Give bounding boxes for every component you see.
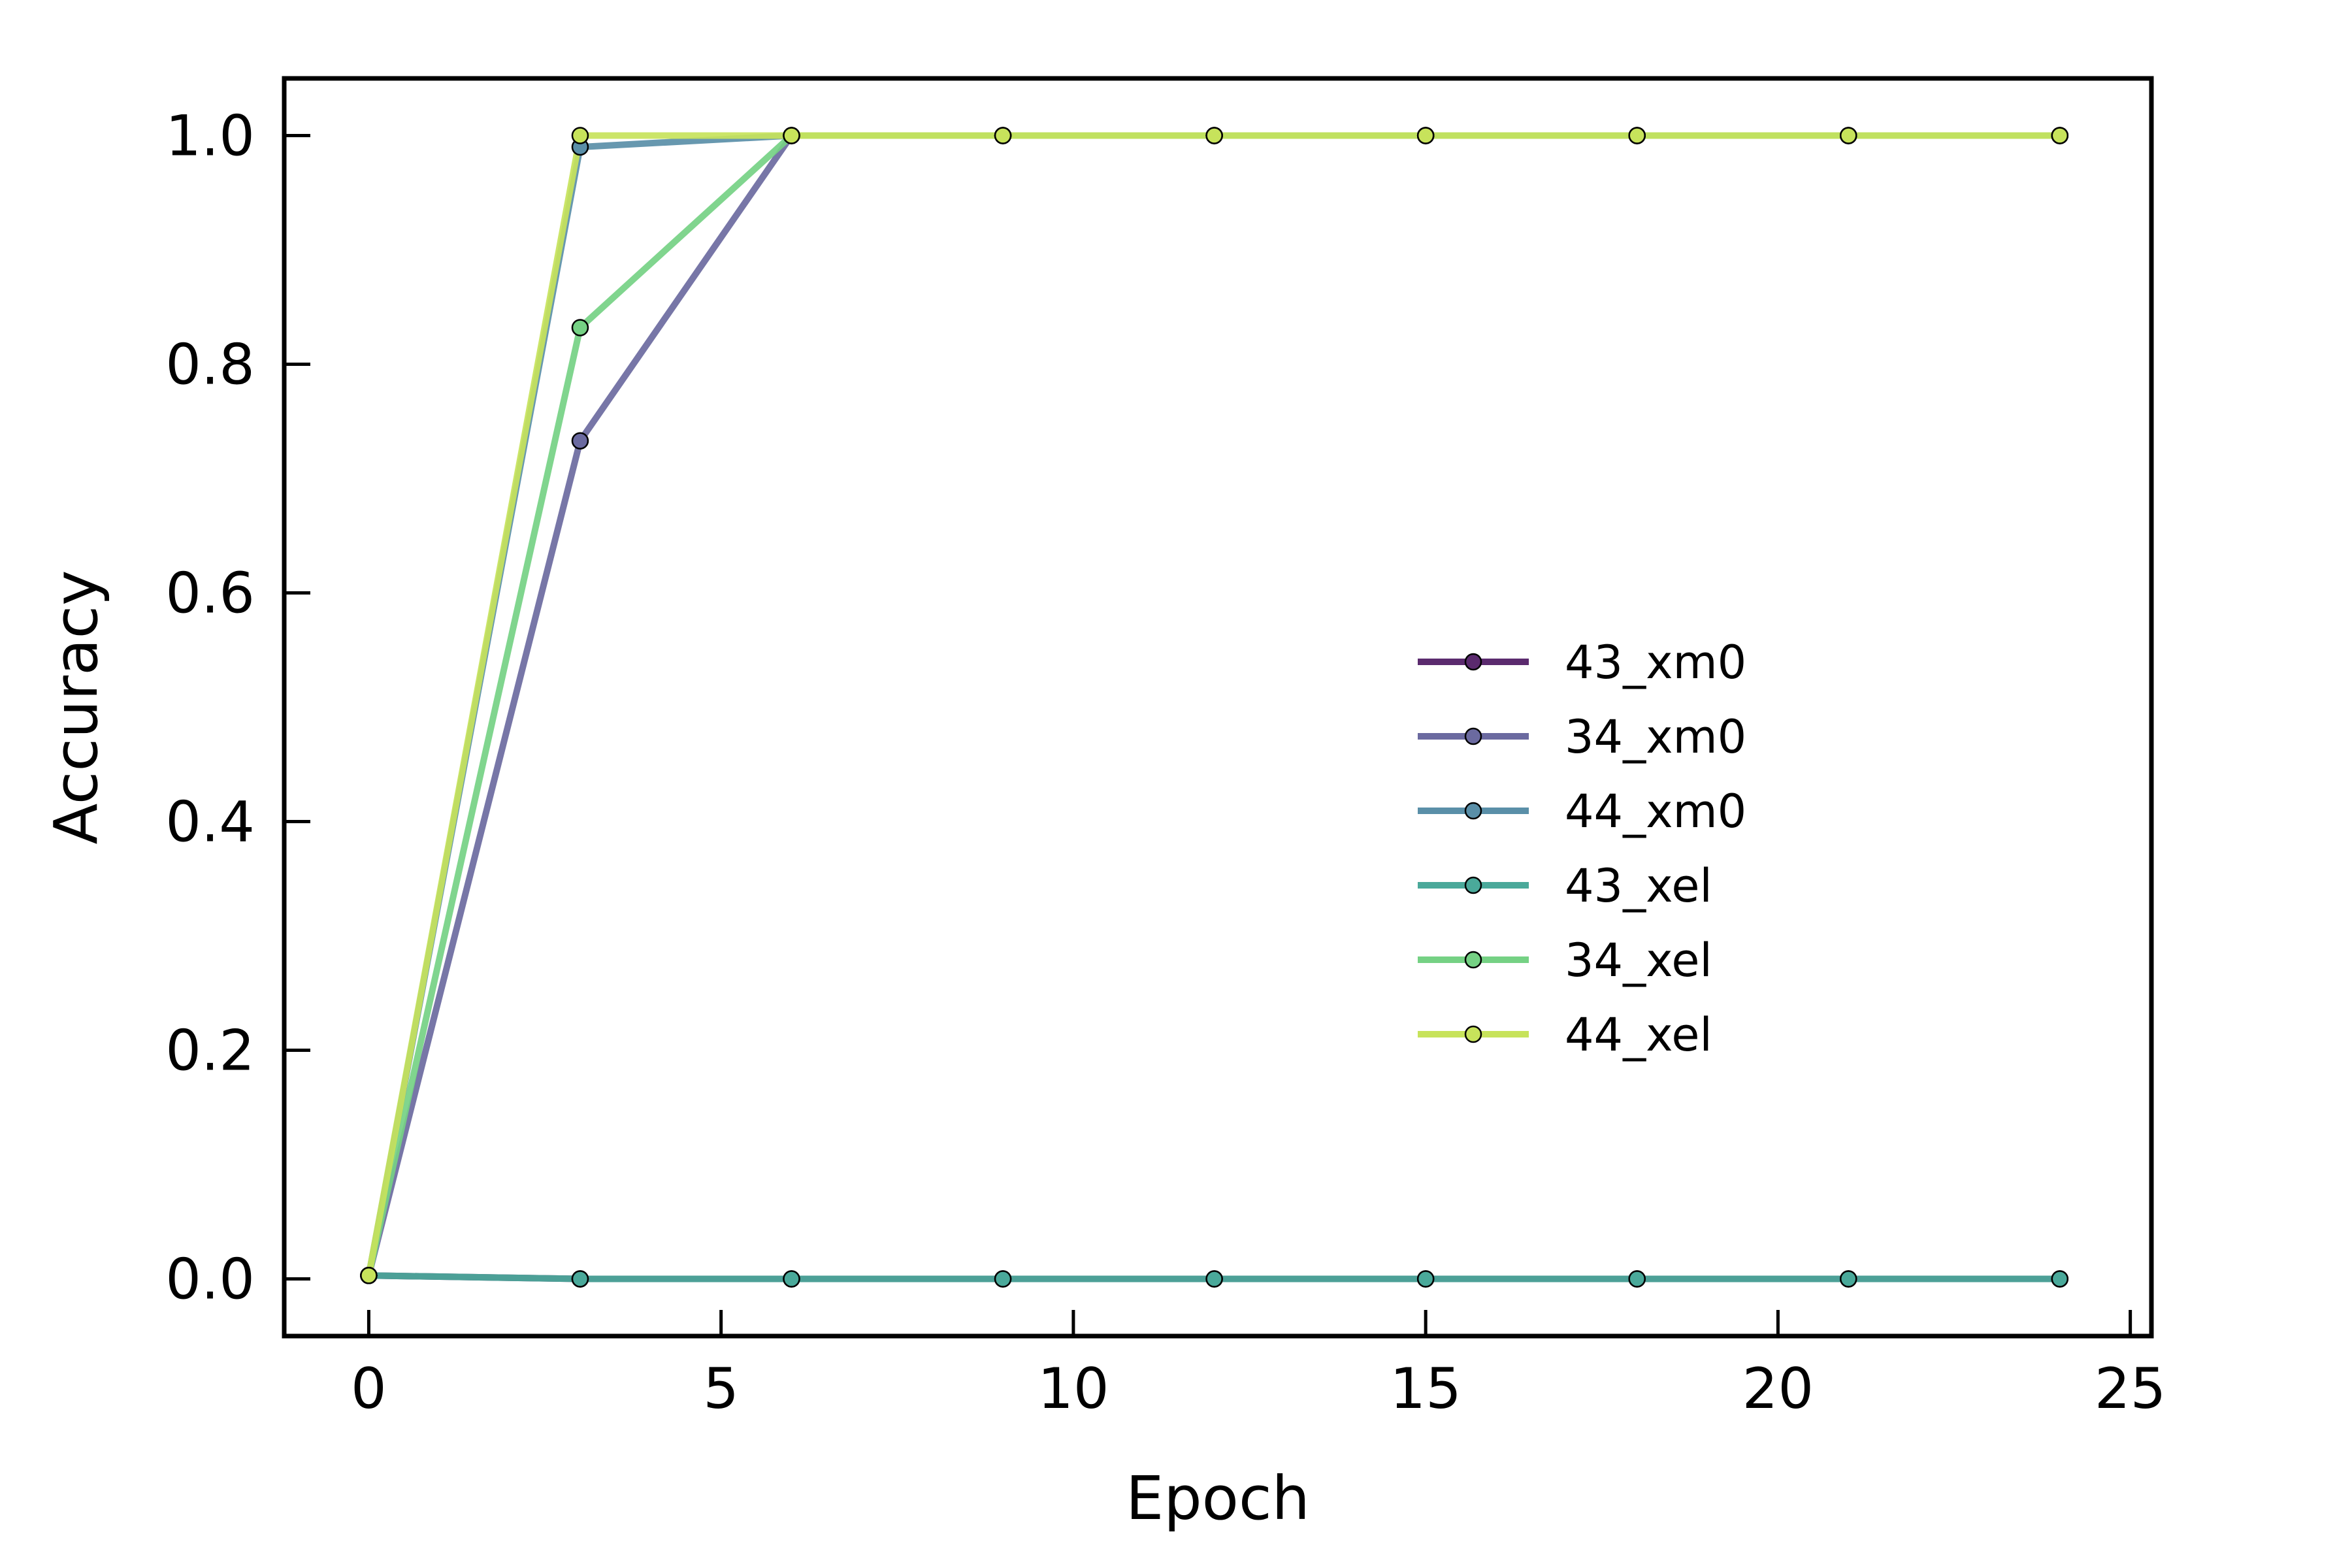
- x-tick-label: 20: [1742, 1356, 1814, 1422]
- legend-item-43_xm0: 43_xm0: [1418, 636, 1746, 689]
- legend-item-34_xel: 34_xel: [1418, 934, 1712, 987]
- data-point-43_xel: [783, 1270, 800, 1288]
- y-tick-label: 0.0: [165, 1247, 255, 1313]
- data-point-44_xel: [783, 127, 800, 144]
- series-line-34_xel: [365, 132, 2060, 1277]
- legend-item-43_xel: 43_xel: [1418, 859, 1712, 913]
- legend-item-44_xm0: 44_xm0: [1418, 785, 1746, 838]
- data-point-43_xel: [1416, 1270, 1435, 1288]
- data-point-43_xel: [571, 1270, 589, 1288]
- series-line-44_xel: [365, 132, 2060, 1277]
- data-point-43_xel: [994, 1270, 1012, 1288]
- data-point-44_xel: [360, 1267, 378, 1284]
- x-tick-label: 5: [703, 1356, 739, 1422]
- data-point-43_xel: [2051, 1270, 2069, 1288]
- y-tick-label: 0.8: [165, 333, 255, 398]
- legend-label: 34_xel: [1565, 934, 1712, 987]
- data-point-34_xel: [571, 319, 589, 336]
- y-tick-label: 0.4: [165, 790, 255, 855]
- data-point-44_xel: [1416, 127, 1435, 144]
- series-lines: [365, 132, 2060, 1282]
- x-tick-label: 25: [2095, 1356, 2166, 1422]
- legend-swatch-marker: [1464, 802, 1482, 820]
- y-tick-label: 0.2: [165, 1019, 255, 1084]
- x-tick-label: 0: [351, 1356, 387, 1422]
- legend-label: 44_xel: [1565, 1008, 1712, 1062]
- y-tick-label: 1.0: [165, 104, 255, 169]
- series-line-34_xm0: [365, 132, 2060, 1277]
- legend-item-34_xm0: 34_xm0: [1418, 710, 1746, 764]
- data-point-44_xel: [994, 127, 1012, 144]
- data-point-44_xel: [1839, 127, 1857, 144]
- legend-swatch-marker: [1464, 653, 1482, 671]
- legend-label: 44_xm0: [1565, 785, 1746, 838]
- data-point-43_xel: [1839, 1270, 1857, 1288]
- axis-ticks: 0 5 10 15 20 25 0.0 0.2 0.4 0.6 0.8 1.0: [165, 104, 2166, 1422]
- data-point-43_xel: [1205, 1270, 1223, 1288]
- legend: 43_xm0 34_xm0 44_xm0 43_xel 34_xel 44_xel: [1418, 636, 1746, 1062]
- data-point-44_xel: [2051, 127, 2069, 144]
- series-line-44_xm0: [365, 132, 2060, 1277]
- legend-label: 34_xm0: [1565, 710, 1746, 764]
- data-point-44_xel: [571, 127, 589, 144]
- data-point-34_xm0: [571, 432, 589, 449]
- legend-label: 43_xm0: [1565, 636, 1746, 689]
- y-tick-label: 0.6: [165, 561, 255, 627]
- data-point-44_xel: [1205, 127, 1223, 144]
- legend-swatch-marker: [1464, 727, 1482, 745]
- legend-label: 43_xel: [1565, 859, 1712, 913]
- plot-frame: [282, 76, 2154, 1339]
- data-point-44_xel: [1628, 127, 1646, 144]
- legend-swatch-marker: [1464, 1025, 1482, 1043]
- series-markers: [360, 127, 2069, 1288]
- x-tick-label: 15: [1390, 1356, 1461, 1422]
- legend-swatch-marker: [1464, 951, 1482, 969]
- y-axis-label: Accuracy: [41, 570, 111, 844]
- x-axis-label: Epoch: [1126, 1463, 1310, 1533]
- legend-swatch-marker: [1464, 876, 1482, 894]
- data-point-43_xel: [1628, 1270, 1646, 1288]
- legend-item-44_xel: 44_xel: [1418, 1008, 1712, 1062]
- x-tick-label: 10: [1037, 1356, 1109, 1422]
